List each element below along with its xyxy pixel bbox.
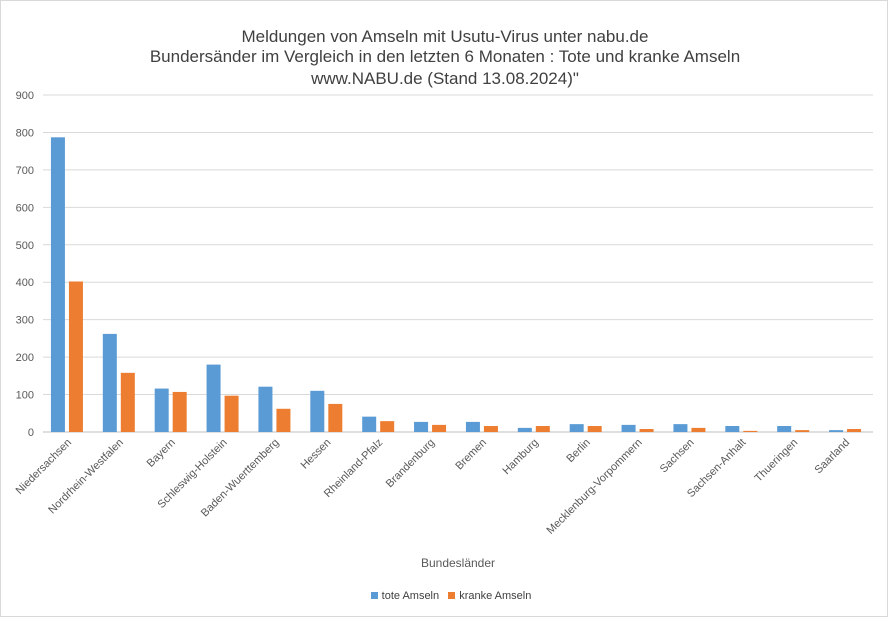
bar-tote bbox=[50, 137, 65, 432]
y-tick-label: 700 bbox=[16, 165, 34, 177]
bar-tote bbox=[258, 386, 273, 432]
x-tick-label: Thueringen bbox=[752, 437, 800, 485]
bar-kranke bbox=[691, 427, 706, 432]
legend-swatch-kranke bbox=[448, 592, 456, 599]
bar-kranke bbox=[535, 426, 550, 432]
y-tick-label: 800 bbox=[16, 127, 34, 139]
bar-kranke bbox=[380, 421, 395, 432]
bar-kranke bbox=[432, 424, 447, 432]
x-tick-label: Hamburg bbox=[500, 437, 540, 477]
x-tick-label: Berlin bbox=[564, 437, 592, 465]
bar-tote bbox=[414, 421, 429, 432]
bar-kranke bbox=[276, 408, 291, 432]
bar-tote bbox=[777, 426, 792, 432]
bar-tote bbox=[206, 364, 221, 432]
y-tick-label: 100 bbox=[16, 390, 34, 402]
x-tick-label: Hessen bbox=[299, 437, 334, 472]
bar-tote bbox=[465, 421, 480, 432]
y-tick-label: 500 bbox=[16, 240, 34, 252]
x-tick-label: Saarland bbox=[813, 437, 853, 477]
bar-tote bbox=[102, 333, 117, 432]
bar-tote bbox=[829, 430, 844, 432]
chart-title-line-3: www.NABU.de (Stand 13.08.2024)" bbox=[311, 69, 579, 88]
chart-title-line-2: Bundersänder im Vergleich in den letzten… bbox=[149, 47, 741, 66]
y-tick-label: 900 bbox=[16, 90, 34, 102]
bar-kranke bbox=[795, 430, 810, 432]
bar-kranke bbox=[328, 403, 343, 432]
bar-tote bbox=[154, 388, 169, 432]
bar-tote bbox=[362, 416, 377, 432]
bar-kranke bbox=[587, 426, 602, 432]
bar-tote bbox=[517, 427, 532, 432]
bar-kranke bbox=[224, 395, 239, 432]
bar-kranke bbox=[743, 430, 758, 432]
bar-kranke bbox=[483, 426, 498, 432]
y-tick-label: 200 bbox=[16, 352, 34, 364]
x-tick-label: Bayern bbox=[145, 437, 178, 470]
x-tick-label: Bremen bbox=[453, 437, 489, 473]
bar-tote bbox=[725, 426, 740, 432]
legend: tote Amseln kranke Amseln bbox=[1, 590, 888, 602]
bar-kranke bbox=[639, 429, 654, 432]
x-tick-label: Sachsen bbox=[658, 437, 697, 476]
legend-swatch-tote bbox=[370, 592, 378, 599]
bar-kranke bbox=[120, 372, 135, 432]
x-tick-label: Brandenburg bbox=[384, 437, 437, 490]
bar-kranke bbox=[847, 429, 862, 432]
bar-tote bbox=[310, 390, 325, 432]
x-axis-title: Bundesländer bbox=[421, 556, 495, 570]
bar-kranke bbox=[172, 391, 187, 432]
x-tick-label: Mecklenburg-Vorpommern bbox=[545, 437, 645, 537]
y-tick-label: 400 bbox=[16, 277, 34, 289]
legend-label-kranke: kranke Amseln bbox=[459, 590, 532, 602]
bar-tote bbox=[569, 424, 584, 432]
y-tick-label: 300 bbox=[16, 315, 34, 327]
bar-tote bbox=[673, 424, 688, 432]
bar-kranke bbox=[68, 281, 83, 432]
legend-label-tote: tote Amseln bbox=[381, 590, 440, 602]
chart-title-line-1: Meldungen von Amseln mit Usutu-Virus unt… bbox=[241, 27, 649, 46]
y-tick-label: 600 bbox=[16, 202, 34, 214]
bar-tote bbox=[621, 424, 636, 432]
y-tick-label: 0 bbox=[28, 427, 34, 439]
